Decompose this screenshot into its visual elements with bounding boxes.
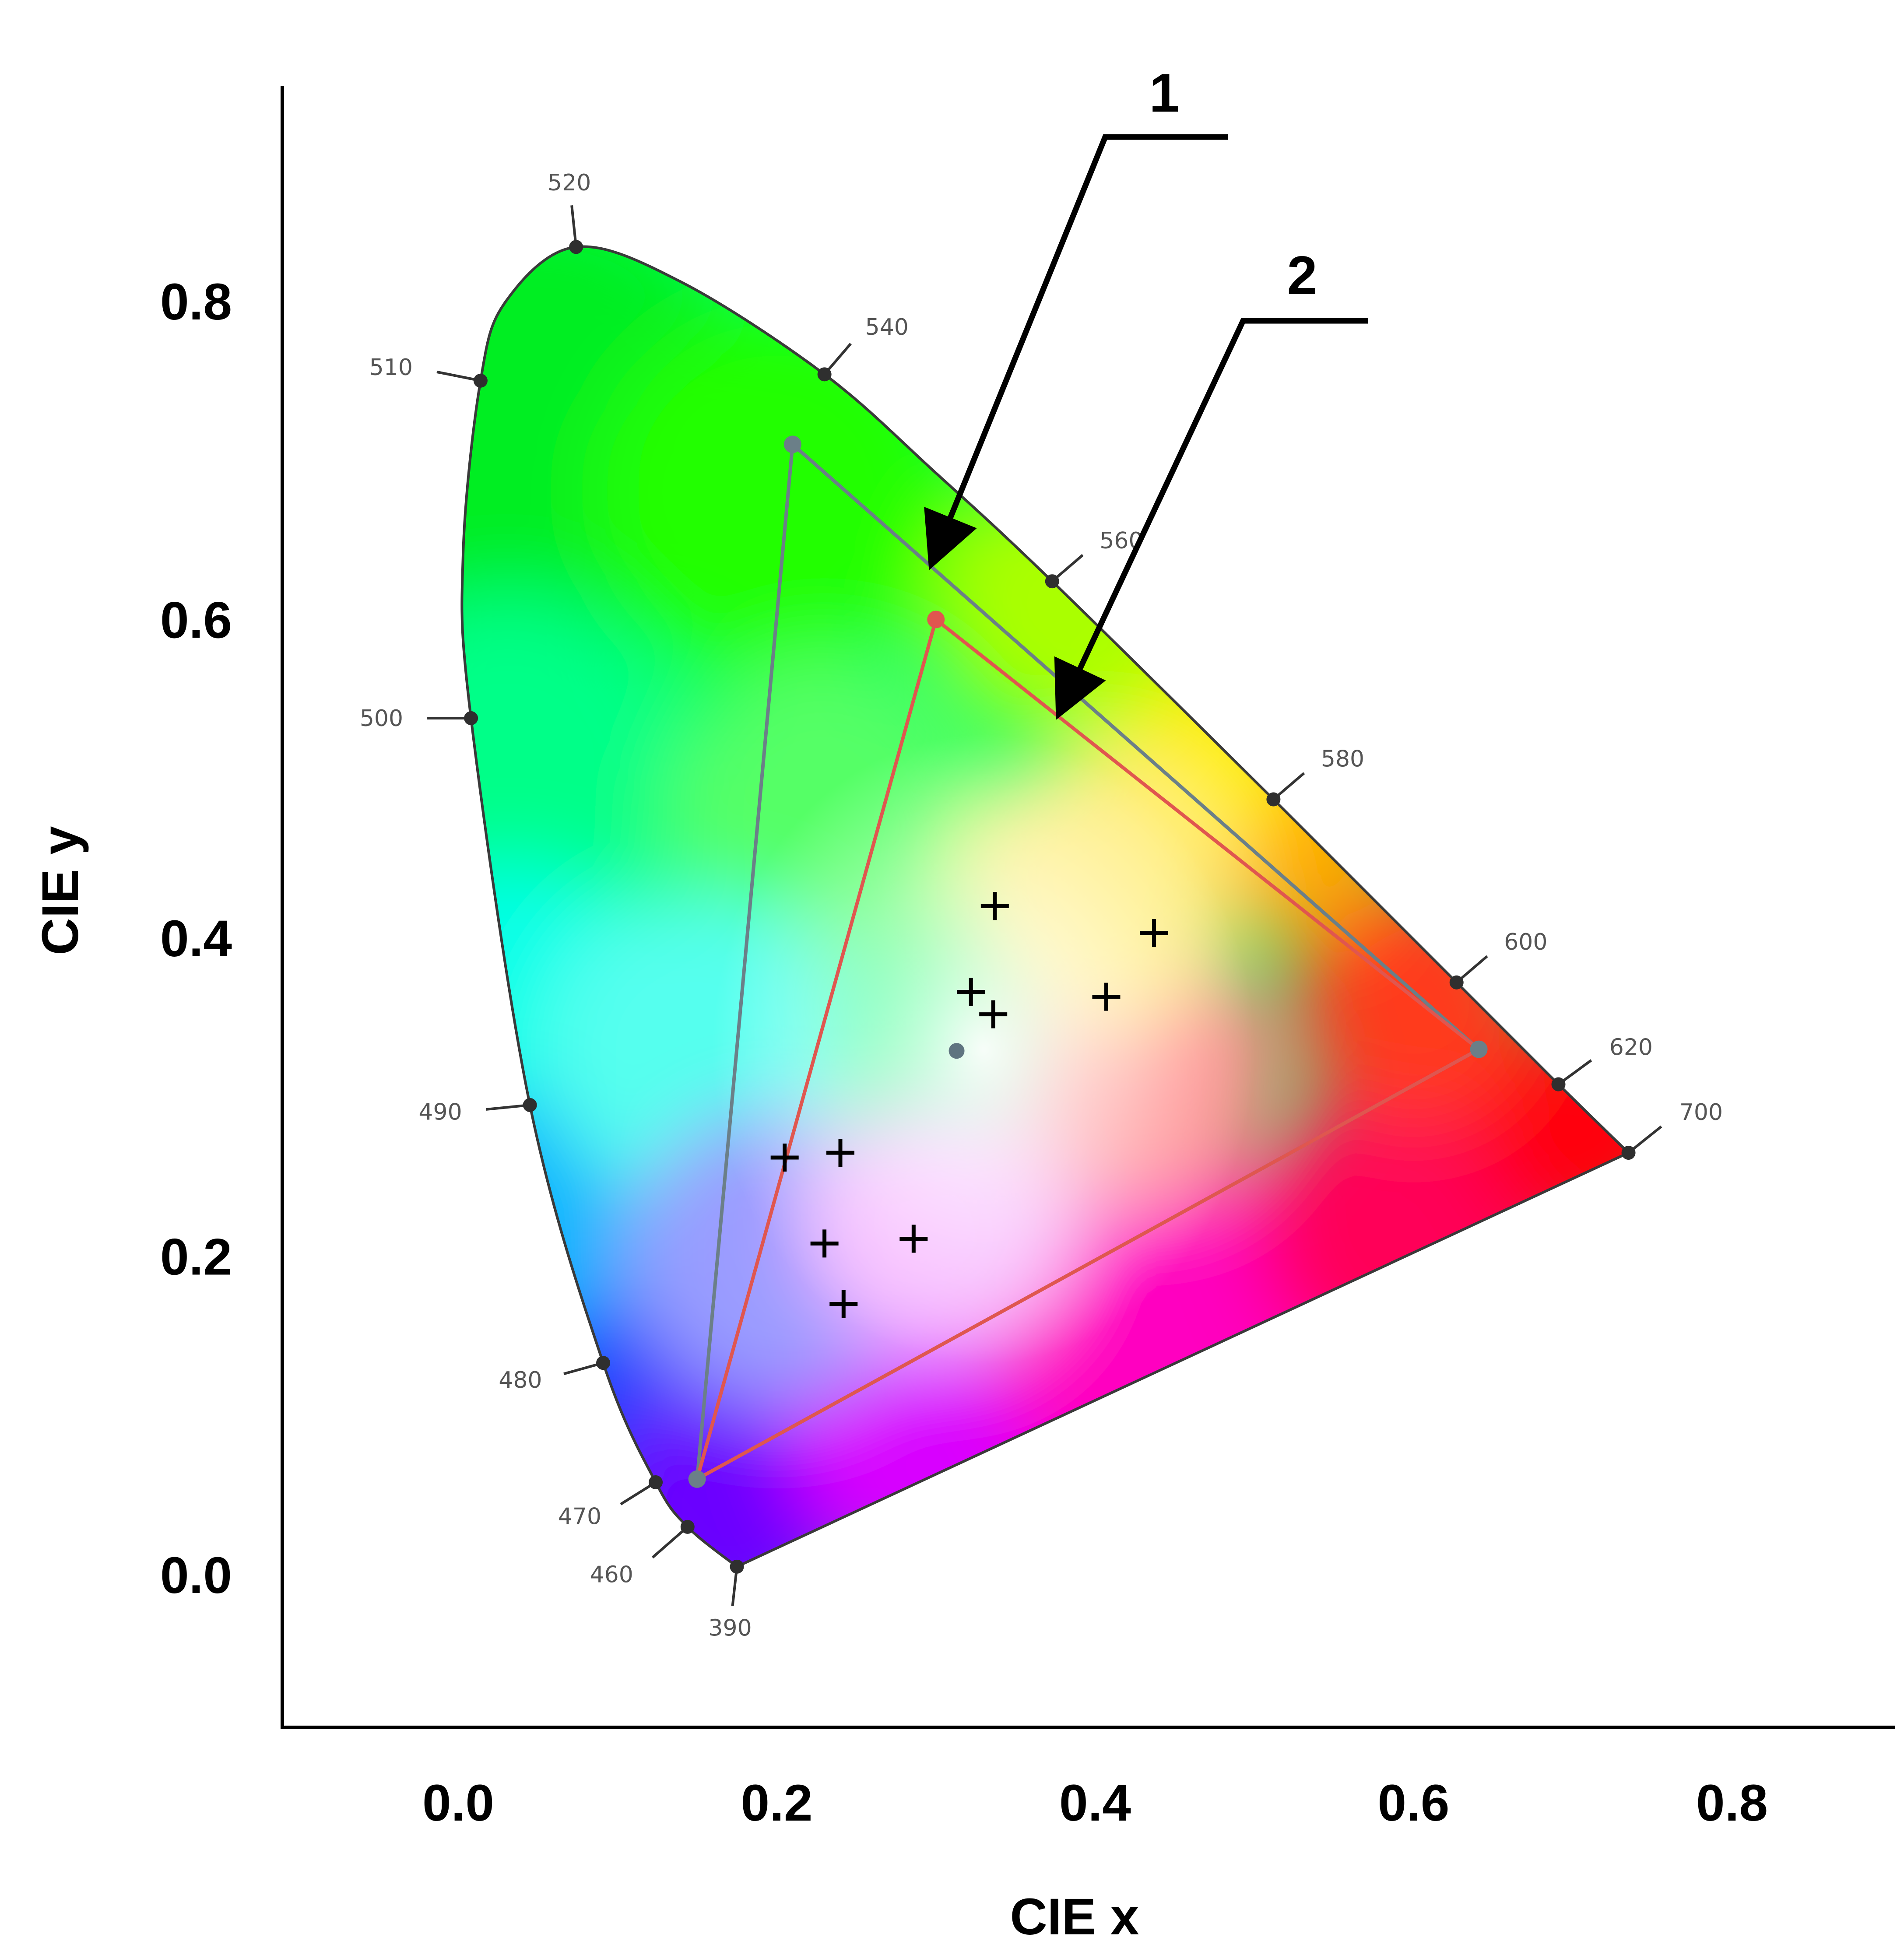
data-point-cross <box>979 1000 1008 1028</box>
wavelength-tick <box>651 1526 689 1559</box>
data-points <box>770 892 1168 1318</box>
wavelength-dot <box>596 1356 611 1370</box>
wavelength-dot <box>817 367 832 382</box>
wavelength-dot <box>1449 975 1464 990</box>
wavelength-label: 460 <box>590 1562 633 1588</box>
x-tick-label: 0.0 <box>422 1774 494 1832</box>
wavelength-label: 390 <box>708 1615 752 1641</box>
white-point-marker <box>948 1043 965 1059</box>
wavelength-tick <box>486 1103 530 1111</box>
spectral-locus-outline <box>460 245 1631 1569</box>
locus-color-fill <box>462 246 1629 1567</box>
wavelength-dot <box>1621 1146 1636 1160</box>
wavelength-label: 470 <box>558 1504 601 1530</box>
x-tick-label: 0.6 <box>1377 1774 1449 1832</box>
data-point-cross <box>770 1143 799 1172</box>
callout-1: 1 <box>924 63 1228 570</box>
wavelength-dot <box>523 1098 537 1112</box>
callout-1-leader <box>924 134 1228 570</box>
y-tick-label: 0.2 <box>160 1228 232 1286</box>
y-tick-label: 0.8 <box>160 273 232 331</box>
wavelength-label: 490 <box>418 1099 462 1125</box>
data-point-cross <box>899 1225 928 1253</box>
x-axis-title: CIE x <box>1010 1888 1139 1946</box>
data-point-cross <box>1140 919 1168 947</box>
data-point-cross <box>1092 983 1121 1011</box>
wavelength-markers: 3904604704804905005105205405605806006207… <box>360 170 1723 1641</box>
wavelength-dot <box>1266 792 1281 807</box>
gamut-vertices <box>688 435 1488 1488</box>
wavelength-label: 500 <box>360 705 403 732</box>
gamut-1-vertex <box>783 435 801 453</box>
wavelength-label: 620 <box>1609 1034 1653 1060</box>
wavelength-dot <box>464 711 478 726</box>
y-tick-labels: 0.0 0.2 0.4 0.6 0.8 <box>160 273 232 1604</box>
x-tick-label: 0.2 <box>741 1774 812 1832</box>
data-point-cross <box>826 1139 854 1167</box>
wavelength-label: 480 <box>499 1367 542 1393</box>
data-point-cross <box>829 1290 858 1318</box>
data-point-cross <box>957 978 985 1006</box>
y-tick-label: 0.6 <box>160 592 232 649</box>
callout-2-label: 2 <box>1287 246 1317 306</box>
data-point-cross <box>810 1229 839 1258</box>
gamut-1-vertex <box>688 1470 706 1488</box>
wavelength-dot <box>730 1559 744 1574</box>
wavelength-label: 600 <box>1504 929 1547 955</box>
wavelength-tick <box>1627 1125 1662 1154</box>
wavelength-tick <box>436 370 481 382</box>
wavelength-dot <box>473 373 488 388</box>
wavelength-dot <box>569 240 583 254</box>
wavelength-label: 700 <box>1679 1099 1723 1126</box>
wavelength-label: 540 <box>865 314 909 340</box>
data-point-cross <box>980 892 1009 920</box>
wavelength-label: 510 <box>369 354 413 381</box>
wavelength-dot <box>1551 1077 1566 1091</box>
gamut-1-vertex <box>1470 1040 1488 1058</box>
x-tick-label: 0.8 <box>1696 1774 1768 1832</box>
wavelength-dot <box>649 1475 663 1490</box>
y-axis-title: CIE y <box>32 826 89 955</box>
wavelength-label: 580 <box>1321 746 1364 772</box>
x-tick-labels: 0.0 0.2 0.4 0.6 0.8 <box>422 1774 1768 1832</box>
wavelength-label: 520 <box>548 170 591 196</box>
callout-2-leader <box>1054 318 1368 720</box>
wavelength-dot <box>1045 574 1059 589</box>
x-tick-label: 0.4 <box>1059 1774 1131 1832</box>
wavelength-dot <box>680 1519 695 1534</box>
gamut-2-vertex <box>927 611 945 628</box>
gamut-2-triangle <box>694 616 1482 1483</box>
callout-2: 2 <box>1054 246 1368 720</box>
y-tick-label: 0.4 <box>160 910 232 968</box>
callout-1-label: 1 <box>1149 63 1180 123</box>
y-tick-label: 0.0 <box>160 1547 232 1604</box>
